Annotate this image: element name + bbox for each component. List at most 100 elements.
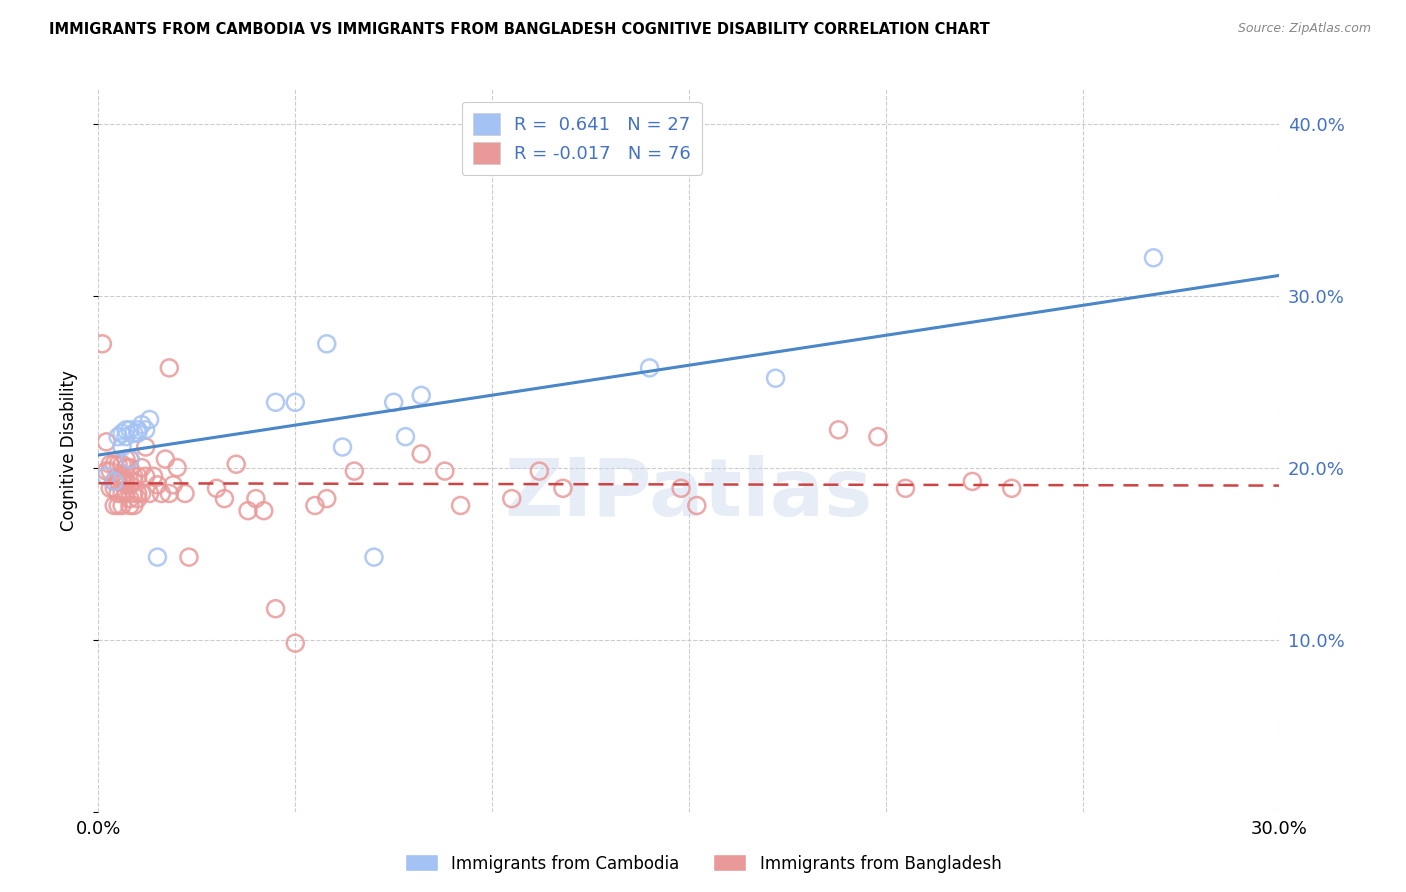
Point: [111, 469, 134, 483]
Point: [135, 423, 157, 437]
Point: [118, 452, 141, 467]
Point: [91, 336, 114, 351]
Point: [150, 486, 173, 500]
Point: [174, 486, 197, 500]
Point: [111, 486, 134, 500]
Point: [157, 486, 180, 500]
Point: [332, 440, 354, 454]
Point: [98, 464, 121, 478]
Point: [1001, 481, 1024, 495]
Point: [146, 550, 169, 565]
Point: [138, 412, 160, 426]
Point: [115, 452, 138, 467]
Point: [103, 457, 125, 471]
Point: [1142, 251, 1164, 265]
Point: [142, 469, 165, 483]
Point: [131, 460, 153, 475]
Point: [111, 426, 134, 441]
Point: [98, 457, 121, 471]
Point: [343, 464, 366, 478]
Point: [827, 423, 849, 437]
Point: [765, 371, 787, 385]
Point: [103, 481, 125, 495]
Point: [122, 469, 145, 483]
Point: [122, 486, 145, 500]
Point: [111, 457, 134, 471]
Point: [382, 395, 405, 409]
Point: [118, 460, 141, 475]
Point: [135, 469, 157, 483]
Point: [411, 388, 433, 402]
Point: [146, 478, 169, 492]
Point: [103, 499, 125, 513]
Point: [433, 464, 456, 478]
Point: [264, 395, 287, 409]
Legend: Immigrants from Cambodia, Immigrants from Bangladesh: Immigrants from Cambodia, Immigrants fro…: [398, 847, 1008, 880]
Point: [127, 491, 149, 506]
Point: [103, 475, 125, 489]
Point: [111, 475, 134, 489]
Point: [107, 475, 129, 489]
Point: [118, 499, 141, 513]
Point: [118, 478, 141, 492]
Point: [103, 475, 125, 489]
Y-axis label: Cognitive Disability: Cognitive Disability: [59, 370, 77, 531]
Text: ZIPatlas: ZIPatlas: [505, 455, 873, 533]
Point: [138, 486, 160, 500]
Point: [166, 460, 188, 475]
Point: [205, 481, 228, 495]
Point: [529, 464, 551, 478]
Point: [107, 469, 129, 483]
Point: [131, 486, 153, 500]
Point: [866, 430, 889, 444]
Point: [264, 601, 287, 615]
Point: [315, 491, 337, 506]
Point: [669, 481, 692, 495]
Point: [115, 423, 138, 437]
Point: [245, 491, 267, 506]
Point: [107, 430, 129, 444]
Point: [118, 452, 141, 467]
Point: [127, 469, 149, 483]
Point: [118, 423, 141, 437]
Point: [315, 336, 337, 351]
Point: [115, 475, 138, 489]
Legend: R =  0.641   N = 27, R = -0.017   N = 76: R = 0.641 N = 27, R = -0.017 N = 76: [461, 102, 702, 175]
Point: [96, 434, 118, 449]
Point: [122, 426, 145, 441]
Point: [225, 457, 247, 471]
Point: [118, 491, 141, 506]
Point: [284, 395, 307, 409]
Point: [686, 499, 709, 513]
Point: [304, 499, 326, 513]
Point: [96, 464, 118, 478]
Point: [98, 481, 121, 495]
Point: [501, 491, 523, 506]
Point: [411, 447, 433, 461]
Point: [115, 486, 138, 500]
Point: [962, 475, 984, 489]
Point: [394, 430, 416, 444]
Text: IMMIGRANTS FROM CAMBODIA VS IMMIGRANTS FROM BANGLADESH COGNITIVE DISABILITY CORR: IMMIGRANTS FROM CAMBODIA VS IMMIGRANTS F…: [49, 22, 990, 37]
Point: [107, 457, 129, 471]
Point: [363, 550, 385, 565]
Point: [135, 440, 157, 454]
Point: [122, 475, 145, 489]
Point: [127, 423, 149, 437]
Point: [127, 486, 149, 500]
Point: [115, 460, 138, 475]
Point: [177, 550, 200, 565]
Point: [122, 499, 145, 513]
Point: [107, 486, 129, 500]
Point: [155, 452, 177, 467]
Point: [157, 360, 180, 375]
Point: [111, 440, 134, 454]
Point: [131, 417, 153, 432]
Point: [115, 478, 138, 492]
Point: [284, 636, 307, 650]
Point: [236, 503, 259, 517]
Point: [115, 430, 138, 444]
Point: [253, 503, 276, 517]
Point: [894, 481, 917, 495]
Point: [162, 478, 184, 492]
